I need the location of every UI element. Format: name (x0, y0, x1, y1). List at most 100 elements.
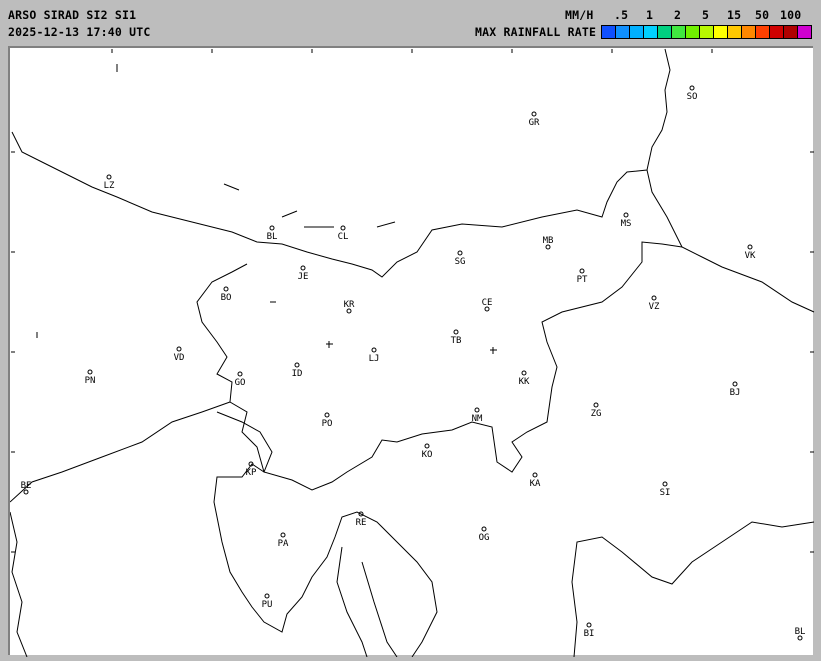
city-marker (280, 532, 286, 538)
city-label: PA (278, 539, 289, 549)
city-layer: SO GR LZ BL CL MB MS VK SG JE PT BO KR CE VZ TB VD LJ PN ID… (21, 85, 806, 641)
city-label: ZG (591, 409, 602, 419)
city-marker (248, 461, 254, 467)
map-outline (9, 48, 815, 658)
city-label: PO (322, 419, 333, 429)
city-label: BL (267, 232, 278, 242)
border-ticks (11, 49, 814, 553)
city-marker (346, 308, 352, 314)
legend-tick: .5 (614, 8, 629, 22)
city-marker (545, 244, 551, 250)
legend-swatch (728, 26, 742, 38)
city-marker (651, 295, 657, 301)
city-label: BO (221, 293, 232, 303)
city-marker (531, 111, 537, 117)
legend-swatch (630, 26, 644, 38)
city-marker (23, 489, 29, 495)
city-marker (294, 362, 300, 368)
city-marker (300, 265, 306, 271)
border-line (571, 521, 815, 658)
city-marker (264, 593, 270, 599)
legend-tick: 50 (755, 8, 770, 22)
legend-tick: 100 (780, 8, 802, 22)
legend-tick: 2 (674, 8, 682, 22)
city-marker (593, 402, 599, 408)
city-marker (623, 212, 629, 218)
city-marker (371, 347, 377, 353)
city-marker (586, 622, 592, 628)
city-label: OG (479, 533, 490, 543)
city-label: NM (472, 414, 483, 424)
legend-swatch (658, 26, 672, 38)
city-marker (457, 250, 463, 256)
city-label: GR (529, 118, 540, 128)
city-marker (453, 329, 459, 335)
city-label: VD (174, 353, 185, 363)
legend-tick: 15 (727, 8, 742, 22)
city-label: BL (795, 627, 806, 637)
city-label: VK (745, 251, 756, 261)
legend-swatch (798, 26, 811, 38)
city-marker (689, 85, 695, 91)
city-marker (358, 511, 364, 517)
legend-swatch (784, 26, 798, 38)
city-marker (474, 407, 480, 413)
city-marker (797, 635, 803, 641)
city-label: KP (246, 468, 257, 478)
legend-swatch (770, 26, 784, 38)
legend-unit: MM/H (565, 8, 594, 22)
city-label: PT (577, 275, 588, 285)
coast-line (336, 546, 398, 658)
city-marker (532, 472, 538, 478)
city-label: BI (584, 629, 595, 639)
city-marker (747, 244, 753, 250)
lake (36, 64, 396, 338)
city-marker (269, 225, 275, 231)
city-label: TB (451, 336, 462, 346)
city-marker (340, 225, 346, 231)
city-label: RE (356, 518, 367, 528)
radar-site-icon (326, 341, 333, 348)
city-label: ID (292, 369, 303, 379)
legend-tick: 1 (646, 8, 654, 22)
city-marker (521, 370, 527, 376)
city-marker (106, 174, 112, 180)
city-label: BE (21, 481, 32, 491)
legend-swatch (714, 26, 728, 38)
legend-swatch (686, 26, 700, 38)
city-marker (87, 369, 93, 375)
city-marker (176, 346, 182, 352)
city-label: VZ (649, 302, 660, 312)
city-label: SI (660, 488, 671, 498)
legend-swatch (644, 26, 658, 38)
city-label: KA (530, 479, 541, 489)
legend-tick: 5 (702, 8, 710, 22)
city-marker (732, 381, 738, 387)
city-label: KK (519, 377, 530, 387)
city-label: JE (298, 272, 309, 282)
city-marker (579, 268, 585, 274)
city-label: SG (455, 257, 466, 267)
city-marker (481, 526, 487, 532)
city-label: MS (621, 219, 632, 229)
coast-line (9, 511, 28, 658)
timestamp: 2025-12-13 17:40 UTC (8, 25, 151, 39)
city-marker (424, 443, 430, 449)
city-marker (237, 371, 243, 377)
city-label: KR (344, 300, 355, 310)
city-label: BJ (730, 388, 741, 398)
color-scale (601, 25, 812, 39)
legend-swatch (602, 26, 616, 38)
legend-swatch (756, 26, 770, 38)
city-marker (484, 306, 490, 312)
border-line (11, 48, 671, 278)
city-label: SO (687, 92, 698, 102)
legend-label: MAX RAINFALL RATE (475, 25, 597, 39)
radar-map[interactable]: SO GR LZ BL CL MB MS VK SG JE PT BO KR CE VZ TB VD LJ PN ID… (8, 46, 815, 658)
border-line (646, 169, 815, 313)
city-label: PN (85, 376, 96, 386)
legend-swatch (700, 26, 714, 38)
legend-swatch (742, 26, 756, 38)
legend-swatch (616, 26, 630, 38)
radar-site-icon (490, 347, 497, 354)
